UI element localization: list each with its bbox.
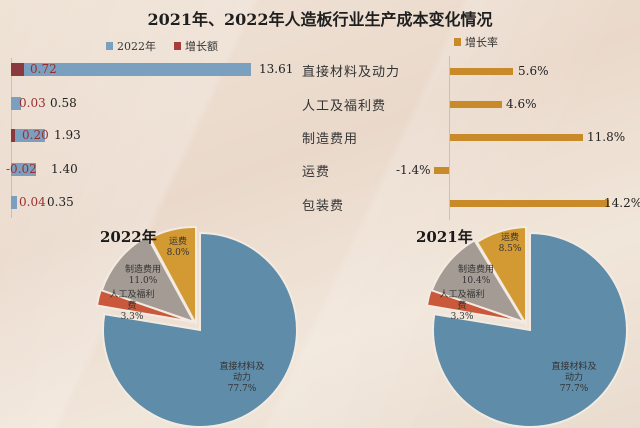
chart-title: 2021年、2022年人造板行业生产成本变化情况 (147, 10, 493, 29)
pie-label-line2: 费 (127, 301, 137, 311)
legend-label-2022: 2022年 (117, 40, 156, 53)
bar-rate-labor (450, 101, 502, 108)
growth-label-freight: -0.02 (6, 162, 37, 176)
bar-rate-freight (434, 167, 449, 174)
bar-2022-direct-material (11, 63, 251, 76)
pie-label-line2: 动力 (232, 373, 251, 383)
pie-label-line1: 制造费用 (457, 265, 494, 275)
rate-label-labor: 4.6% (506, 97, 537, 111)
pie-2022-slice-manufacturing (100, 234, 197, 324)
pie-2022-label-labor: 人工及福利 费 3.3% (102, 290, 162, 323)
pie-label-line2: 费 (457, 301, 467, 311)
bar-growth-manufacturing (11, 129, 15, 142)
category-freight: 运费 (302, 165, 331, 180)
right-axis-line (449, 56, 450, 220)
bar-growth-direct-material (11, 63, 24, 76)
pie-label-pct: 11.0% (128, 276, 158, 286)
bar-2022-manufacturing (11, 129, 45, 142)
rate-label-freight: -1.4% (396, 163, 431, 177)
category-packaging: 包装费 (302, 199, 345, 214)
pie-2021-slice-direct-material (431, 231, 628, 428)
pie-2022-title: 2022年 (100, 228, 157, 246)
bar-rate-manufacturing (450, 134, 583, 141)
rate-label-manufacturing: 11.8% (587, 130, 626, 144)
pie-label-line1: 人工及福利 (109, 290, 155, 300)
bar-2022-packaging (11, 196, 17, 209)
pie-label-pct: 10.4% (461, 276, 491, 286)
legend-growth-amount: 增长额 (174, 38, 218, 54)
pie-label-pct: 3.3% (120, 312, 144, 322)
pie-label-line1: 运费 (500, 233, 519, 243)
category-manufacturing: 制造费用 (302, 132, 359, 147)
legend-label-growth-rate: 增长率 (465, 36, 498, 49)
pie-label-pct: 8.0% (166, 248, 190, 258)
growth-label-labor: 0.03 (19, 96, 46, 110)
pie-label-line1: 直接材料及 (219, 362, 265, 372)
pie-label-pct: 77.7% (559, 384, 589, 394)
value-label-manufacturing: 1.93 (54, 128, 81, 142)
pie-label-pct: 77.7% (227, 384, 257, 394)
pie-label-line1: 直接材料及 (551, 362, 597, 372)
value-label-packaging: 0.35 (47, 195, 74, 209)
value-label-freight: 1.40 (51, 162, 78, 176)
legend-label-growth-amount: 增长额 (185, 40, 218, 53)
legend-swatch-growth-rate (454, 38, 461, 46)
value-label-direct-material: 13.61 (259, 62, 294, 76)
growth-label-direct-material: 0.72 (30, 62, 57, 76)
legend-swatch-growth-amount (174, 42, 181, 50)
pie-2021-slice-freight (475, 225, 527, 328)
category-direct-material: 直接材料及动力 (302, 65, 401, 80)
growth-label-packaging: 0.04 (19, 195, 46, 209)
pie-2021-label-labor: 人工及福利 费 3.3% (432, 290, 492, 323)
legend-growth-rate: 增长率 (454, 34, 498, 50)
pie-label-line1: 人工及福利 (439, 290, 485, 300)
pie-label-line1: 制造费用 (124, 265, 161, 275)
pie-label-pct: 3.3% (450, 312, 474, 322)
pie-2022-slice-direct-material (101, 231, 298, 428)
pie-2021-label-freight: 运费 8.5% (492, 233, 528, 255)
pie-2022-label-manufacturing: 制造费用 11.0% (115, 265, 171, 287)
pie-2022-slice-freight (148, 225, 197, 325)
rate-label-direct-material: 5.6% (518, 64, 549, 78)
bar-rate-packaging (450, 200, 609, 207)
bar-2022-freight (11, 163, 36, 176)
growth-label-manufacturing: 0.20 (22, 128, 49, 142)
pie-label-pct: 8.5% (498, 244, 522, 254)
value-label-labor: 0.58 (50, 96, 77, 110)
pie-2021-slice-manufacturing (430, 239, 527, 324)
pie-2022-label-freight: 运费 8.0% (160, 237, 196, 259)
legend-2022: 2022年 (106, 38, 156, 54)
pie-2021-title: 2021年 (416, 228, 473, 246)
pie-label-line2: 动力 (564, 373, 583, 383)
bar-2022-labor (11, 97, 21, 110)
pie-2021-label-manufacturing: 制造费用 10.4% (448, 265, 504, 287)
rate-label-packaging: 14.2% (604, 196, 640, 210)
pie-2022-label-direct-material: 直接材料及 动力 77.7% (212, 362, 272, 395)
pie-2021-label-direct-material: 直接材料及 动力 77.7% (544, 362, 604, 395)
pie-2022 (95, 225, 298, 428)
category-labor: 人工及福利费 (302, 99, 387, 114)
pie-2021 (425, 225, 628, 428)
legend-swatch-2022 (106, 42, 113, 50)
pie-label-line1: 运费 (168, 237, 187, 247)
bar-rate-direct-material (450, 68, 513, 75)
